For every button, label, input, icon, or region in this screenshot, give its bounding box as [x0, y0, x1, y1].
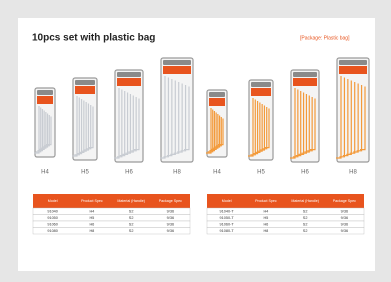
package-card — [163, 66, 191, 74]
table-cell: 91060 — [47, 222, 58, 226]
hanger-tab — [293, 72, 317, 77]
page: 10pcs set with plastic bag [Package: Pla… — [0, 0, 391, 282]
table-cell: S2 — [303, 216, 308, 220]
hanger-tab — [251, 82, 271, 87]
package-card — [37, 96, 53, 104]
table-cell: H8 — [263, 229, 268, 233]
hanger-tab — [37, 90, 53, 95]
table-cell: 9/36 — [167, 209, 174, 213]
product-label: H8 — [173, 170, 181, 176]
table-cell: 9/36 — [167, 229, 174, 233]
table-cell: 9/36 — [341, 209, 348, 213]
table-cell: 91050-T — [220, 216, 235, 220]
table-header-cell: Material (Handle) — [117, 199, 145, 203]
table-cell: S2 — [303, 222, 308, 226]
table-header-cell: Package Spec — [159, 199, 182, 203]
hanger-tab — [75, 80, 95, 85]
table-cell: 91060-T — [220, 222, 235, 226]
table-cell: S2 — [303, 229, 308, 233]
hanger-tab — [163, 60, 191, 65]
product-label: H4 — [41, 170, 49, 176]
table-cell: H5 — [89, 216, 94, 220]
package-card — [209, 98, 225, 106]
catalog-page: 10pcs set with plastic bag [Package: Pla… — [0, 0, 391, 282]
table-cell: S2 — [129, 216, 134, 220]
table-cell: 91080-T — [220, 229, 235, 233]
table-cell: H8 — [89, 229, 94, 233]
table-cell: H4 — [89, 209, 94, 213]
table-header-cell: Model — [48, 199, 58, 203]
package-card — [117, 78, 141, 86]
product-label: H5 — [81, 170, 89, 176]
product-label: H5 — [257, 170, 265, 176]
table-cell: 9/36 — [341, 222, 348, 226]
hanger-tab — [209, 92, 225, 97]
table-header-cell: Model — [222, 199, 232, 203]
package-card — [75, 86, 95, 94]
package-card — [293, 78, 317, 86]
table-cell: H4 — [263, 209, 268, 213]
product-label: H8 — [349, 170, 357, 176]
product-label: H4 — [213, 170, 221, 176]
table-cell: S2 — [129, 222, 134, 226]
table-header-cell: Product Spec — [255, 199, 277, 203]
table-header-cell: Package Spec — [333, 199, 356, 203]
table-cell: 91040-T — [220, 209, 235, 213]
table-cell: 9/36 — [341, 216, 348, 220]
table-cell: H5 — [263, 216, 268, 220]
table-cell: H6 — [263, 222, 268, 226]
product-label: H6 — [125, 170, 133, 176]
package-card — [339, 66, 367, 74]
hanger-tab — [117, 72, 141, 77]
table-cell: S2 — [129, 229, 134, 233]
product-label: H6 — [301, 170, 309, 176]
table-cell: 9/36 — [341, 229, 348, 233]
package-note: [Package: Plastic bag] — [300, 35, 350, 41]
table-cell: 9/36 — [167, 222, 174, 226]
title: 10pcs set with plastic bag — [32, 33, 155, 44]
table-cell: S2 — [129, 209, 134, 213]
table-cell: H6 — [89, 222, 94, 226]
package-card — [251, 88, 271, 96]
table-cell: 91080 — [47, 229, 58, 233]
table-header-cell: Material (Handle) — [291, 199, 319, 203]
table-cell: 91040 — [47, 209, 58, 213]
table-header-cell: Product Spec — [81, 199, 103, 203]
table-cell: 91050 — [47, 216, 58, 220]
table-cell: 9/36 — [167, 216, 174, 220]
table-cell: S2 — [303, 209, 308, 213]
hanger-tab — [339, 60, 367, 65]
